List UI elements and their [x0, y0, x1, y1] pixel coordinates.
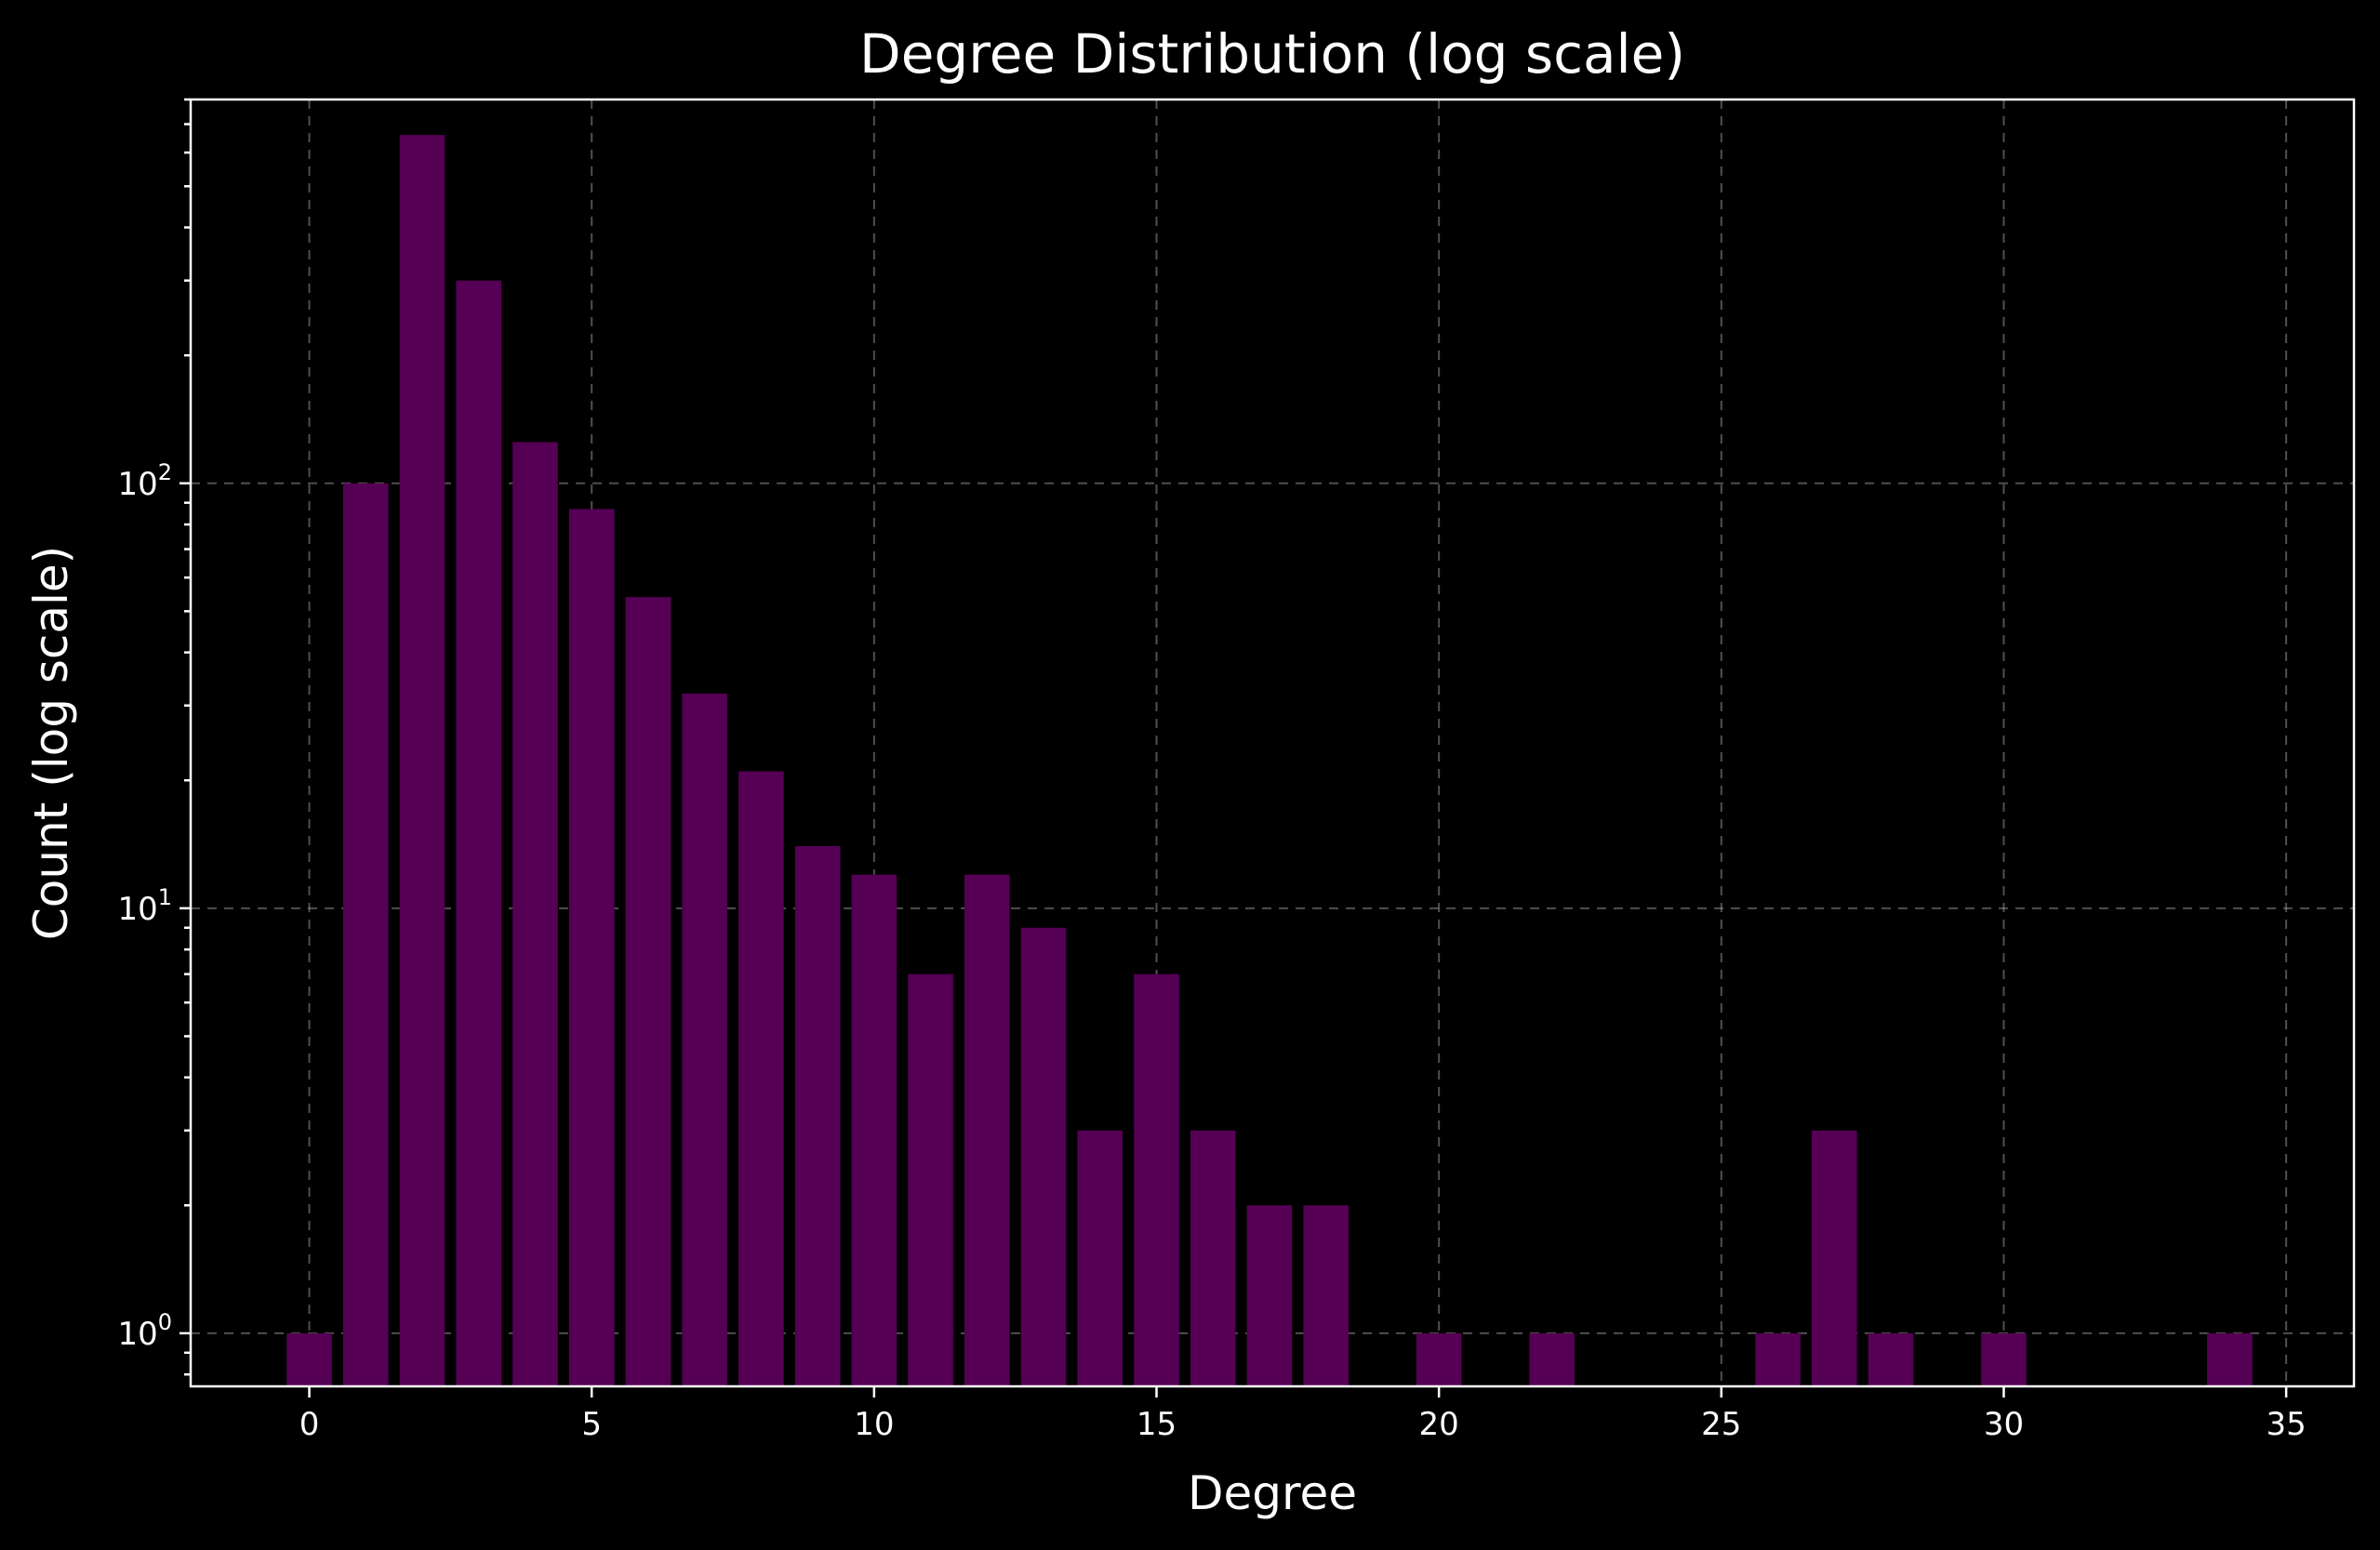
bar-degree-14: [1077, 1130, 1124, 1386]
bar-degree-17: [1246, 1205, 1293, 1386]
y-axis-label: Count (log scale): [24, 546, 78, 940]
bar-degree-26: [1755, 1332, 1801, 1386]
x-tick-label: 15: [1137, 1406, 1177, 1443]
bar-degree-1: [342, 483, 389, 1386]
x-tick-label: 20: [1419, 1406, 1459, 1443]
bar-degree-9: [794, 846, 841, 1386]
bar-degree-13: [1020, 927, 1067, 1386]
y-tick-label: 100: [117, 1309, 172, 1353]
bar-degree-0: [286, 1332, 332, 1386]
x-tick-label: 10: [854, 1406, 894, 1443]
bar-degree-27: [1811, 1130, 1857, 1386]
bar-degree-20: [1416, 1332, 1462, 1386]
axis-ticks: 0 5 10 15 20 25 30 35 100 101 102: [117, 98, 2307, 1443]
bar-degree-2: [399, 135, 445, 1387]
bar-degree-11: [908, 974, 953, 1386]
bar-degree-15: [1134, 974, 1179, 1386]
bar-degree-7: [682, 693, 727, 1386]
x-tick-label: 35: [2266, 1406, 2306, 1443]
bar-degree-3: [456, 280, 502, 1386]
bar-degree-30: [1981, 1332, 2027, 1386]
x-tick-label: 0: [299, 1406, 320, 1443]
plot-frame: [189, 98, 2356, 1388]
x-tick-label: 5: [581, 1406, 602, 1443]
x-tick-label: 30: [1984, 1406, 2024, 1443]
bar-degree-34: [2207, 1332, 2253, 1386]
bars: [286, 135, 2253, 1387]
y-tick-label: 101: [117, 884, 172, 928]
chart-title: Degree Distribution (log scale): [859, 22, 1685, 86]
bar-degree-10: [851, 874, 897, 1386]
bar-degree-8: [738, 771, 784, 1386]
bar-degree-12: [964, 874, 1010, 1386]
y-tick-label: 102: [117, 459, 172, 503]
bar-degree-16: [1190, 1130, 1236, 1386]
bar-degree-18: [1303, 1205, 1349, 1386]
x-axis-label: Degree: [1188, 1466, 1357, 1520]
bar-degree-4: [512, 442, 558, 1386]
bar-degree-6: [625, 597, 671, 1386]
bar-degree-28: [1868, 1332, 1914, 1386]
bar-degree-22: [1529, 1332, 1575, 1386]
x-tick-label: 25: [1701, 1406, 1741, 1443]
bar-degree-5: [568, 509, 615, 1386]
